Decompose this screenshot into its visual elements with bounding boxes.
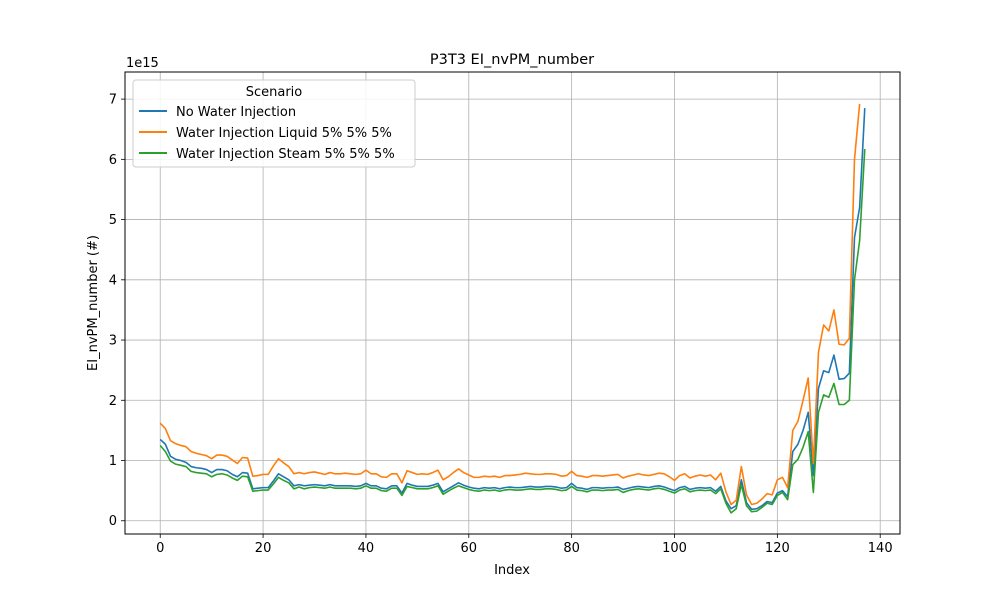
legend-entries: No Water Injection Water Injection Liquid… (139, 105, 395, 162)
x-axis-label: Index (494, 563, 530, 578)
x-tick-label: 60 (461, 541, 478, 556)
y-axis-label: EI_nvPM_number (#) (86, 235, 101, 371)
legend-label-2: Water Injection Liquid 5% 5% 5% (176, 126, 392, 141)
legend: Scenario No Water Injection Water Injecti… (132, 79, 416, 168)
x-tick-label: 0 (156, 541, 164, 556)
y-tick-label: 7 (109, 93, 117, 108)
y-axis-offset-label: 1e15 (126, 56, 159, 71)
y-tick-label: 4 (109, 273, 117, 288)
series-line-2 (159, 103, 861, 506)
y-tick-label: 3 (109, 334, 117, 349)
x-axis-ticks: 0 20 40 60 80 100 120 140 (156, 534, 893, 556)
x-tick-label: 100 (662, 541, 687, 556)
x-tick-label: 80 (563, 541, 580, 556)
x-tick-label: 40 (358, 541, 375, 556)
y-tick-label: 5 (109, 213, 117, 228)
series-line-1 (159, 108, 866, 511)
x-tick-label: 120 (765, 541, 790, 556)
legend-box (132, 79, 416, 168)
y-tick-label: 0 (109, 514, 117, 529)
legend-title: Scenario (246, 85, 303, 100)
y-axis-ticks: 0 1 2 3 4 5 6 7 (109, 93, 125, 529)
x-tick-label: 140 (868, 541, 893, 556)
series-line-3 (159, 149, 866, 514)
y-tick-label: 2 (109, 394, 117, 409)
plot-frame (124, 71, 901, 535)
legend-label-1: No Water Injection (176, 105, 296, 120)
y-tick-label: 6 (109, 153, 117, 168)
chart-title: P3T3 EI_nvPM_number (430, 52, 594, 68)
y-tick-label: 1 (109, 454, 117, 469)
series-lines (159, 103, 866, 514)
x-tick-label: 20 (255, 541, 272, 556)
legend-label-3: Water Injection Steam 5% 5% 5% (176, 147, 395, 162)
